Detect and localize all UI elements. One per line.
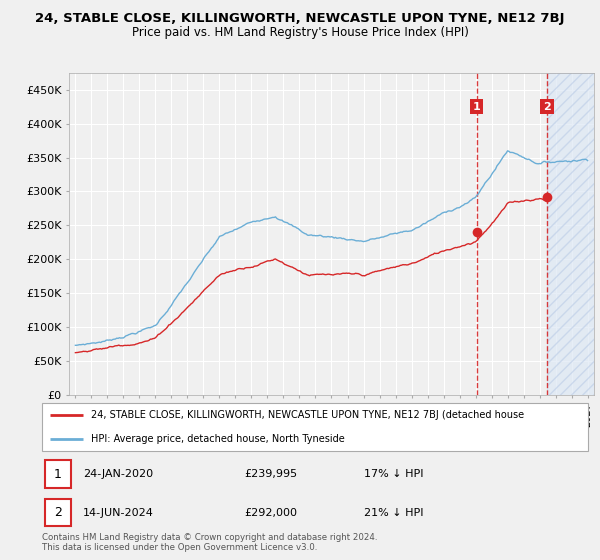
Text: 2: 2 (54, 506, 62, 519)
Text: This data is licensed under the Open Government Licence v3.0.: This data is licensed under the Open Gov… (42, 543, 317, 552)
FancyBboxPatch shape (42, 403, 588, 451)
Text: 21% ↓ HPI: 21% ↓ HPI (364, 508, 424, 517)
Text: Contains HM Land Registry data © Crown copyright and database right 2024.: Contains HM Land Registry data © Crown c… (42, 533, 377, 542)
FancyBboxPatch shape (45, 460, 71, 488)
Text: 1: 1 (54, 468, 62, 480)
Text: 24, STABLE CLOSE, KILLINGWORTH, NEWCASTLE UPON TYNE, NE12 7BJ: 24, STABLE CLOSE, KILLINGWORTH, NEWCASTL… (35, 12, 565, 25)
Text: £292,000: £292,000 (244, 508, 297, 517)
Text: Price paid vs. HM Land Registry's House Price Index (HPI): Price paid vs. HM Land Registry's House … (131, 26, 469, 39)
Text: 1: 1 (473, 101, 481, 111)
Text: 24, STABLE CLOSE, KILLINGWORTH, NEWCASTLE UPON TYNE, NE12 7BJ (detached house: 24, STABLE CLOSE, KILLINGWORTH, NEWCASTL… (91, 410, 524, 420)
Text: HPI: Average price, detached house, North Tyneside: HPI: Average price, detached house, Nort… (91, 434, 345, 444)
FancyBboxPatch shape (45, 499, 71, 526)
Text: 24-JAN-2020: 24-JAN-2020 (83, 469, 153, 479)
Text: 2: 2 (543, 101, 551, 111)
Bar (547, 73, 594, 395)
Text: £239,995: £239,995 (244, 469, 297, 479)
Text: 14-JUN-2024: 14-JUN-2024 (83, 508, 154, 517)
Text: 17% ↓ HPI: 17% ↓ HPI (364, 469, 424, 479)
